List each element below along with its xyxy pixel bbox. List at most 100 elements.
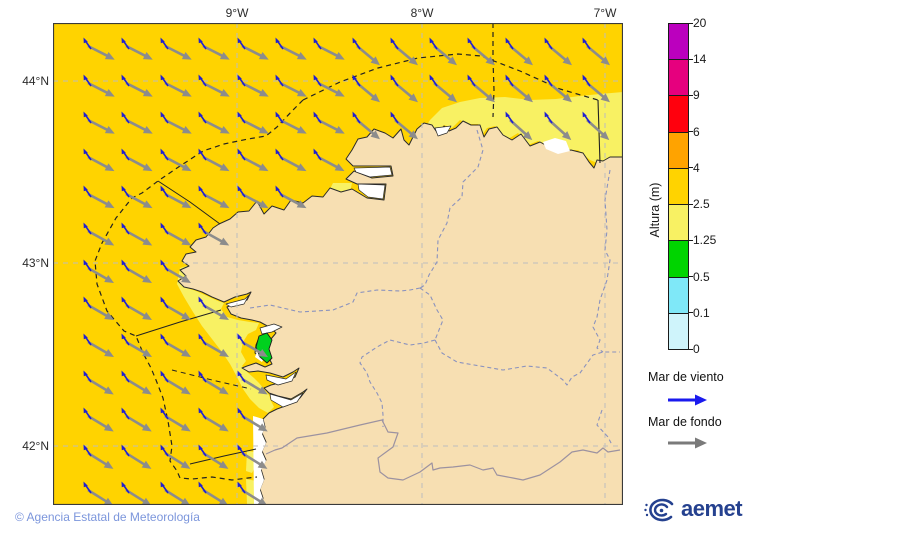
calm-patch-ferrol <box>353 166 393 178</box>
swell-arrow-glyph <box>164 377 186 392</box>
colorbar-level-14: 14 <box>693 52 707 67</box>
swell-arrow-glyph <box>241 340 263 355</box>
swell-arrow-glyph <box>125 192 147 206</box>
wind-arrow-glyph <box>545 40 553 50</box>
wind-arrow-head <box>198 37 203 44</box>
calm-patch-vigo <box>269 392 304 408</box>
swell-arrow-glyph <box>202 81 225 95</box>
wind-arrow-head <box>237 74 242 81</box>
wind-arrow-head <box>237 333 242 340</box>
swell-arrow-head <box>181 349 191 357</box>
wind-arrow-glyph <box>122 484 130 494</box>
swell-arrow-head <box>142 237 153 246</box>
wind-arrow-glyph <box>122 40 130 50</box>
wind-arrow-head <box>160 148 165 155</box>
wind-arrow-head <box>237 111 242 118</box>
wind-arrow-head <box>237 148 242 155</box>
zone-divider-2 <box>135 309 222 337</box>
wind-arrow-head <box>83 185 88 192</box>
colorbar-cell-6-9 <box>668 95 689 133</box>
swell-arrow-head <box>334 88 345 97</box>
colorbar-level-6: 6 <box>693 124 700 139</box>
swell-arrow-glyph <box>241 377 263 392</box>
swell-arrow-head <box>181 200 192 209</box>
swell-arrow-head <box>181 163 192 172</box>
swell-arrow-head <box>447 56 457 66</box>
wind-arrow-glyph <box>161 410 169 420</box>
swell-arrow-glyph <box>87 81 110 95</box>
swell-arrow-head <box>296 88 307 97</box>
colorbar-title: Altura (m) <box>648 182 662 238</box>
wind-arrow-head <box>198 185 203 192</box>
wind-arrow-glyph <box>122 299 130 309</box>
wind-arrow-glyph <box>468 40 476 50</box>
swell-arrow-head <box>296 125 307 134</box>
swell-arrow-head <box>523 93 533 103</box>
swell-arrow-head <box>104 237 115 246</box>
colorbar-level-0: 0 <box>693 342 700 356</box>
axis-label-9w: 9°W <box>225 6 249 20</box>
colorbar-level-0.5: 0.5 <box>693 269 710 284</box>
wind-arrow-glyph <box>161 373 169 383</box>
wind-arrow-head <box>237 37 242 44</box>
wind-arrow-glyph <box>583 77 591 87</box>
wind-arrow-head <box>121 444 126 451</box>
wind-arrow-glyph <box>84 447 92 457</box>
wind-arrow-glyph <box>506 77 514 87</box>
swell-arrow-head <box>104 125 115 134</box>
wind-arrow-head <box>582 111 587 118</box>
swell-arrow-glyph <box>202 229 224 244</box>
swell-arrow-head <box>181 125 192 134</box>
wind-arrow-head <box>121 370 126 377</box>
swell-arrow-head <box>142 88 153 97</box>
wind-arrow-glyph <box>238 77 246 87</box>
wind-arrow-glyph <box>314 77 322 87</box>
wind-arrow-glyph <box>583 40 591 50</box>
wind-arrow-glyph <box>122 114 130 124</box>
wind-arrow-glyph <box>161 299 169 309</box>
swell-arrow-head <box>104 349 114 357</box>
wind-arrow-glyph <box>238 373 246 383</box>
wind-arrow-head <box>198 444 203 451</box>
wind-arrow-glyph <box>506 114 514 124</box>
swell-arrow-head <box>561 131 572 141</box>
wind-arrow-head <box>390 111 395 118</box>
wind-arrow-glyph <box>545 114 553 124</box>
wind-arrow-glyph <box>391 77 399 87</box>
wind-arrow-glyph <box>161 40 169 50</box>
wind-arrow-head <box>83 407 88 414</box>
wind-arrow-head <box>275 37 280 44</box>
swell-arrow-head <box>257 497 267 505</box>
swell-arrow-head <box>599 131 610 141</box>
swell-arrow-glyph <box>125 414 147 429</box>
wind-arrow-head <box>429 74 434 81</box>
swell-arrow-head <box>104 275 114 283</box>
wind-arrow-head <box>237 481 242 488</box>
swell-arrow-head <box>180 460 191 469</box>
swell-arrow-head <box>219 349 229 357</box>
wind-arrow-head <box>83 444 88 451</box>
wind-arrow-head <box>198 111 203 118</box>
swell-arrow-head <box>370 93 380 103</box>
swell-arrow-head <box>257 423 268 432</box>
wind-arrow-head <box>582 74 587 81</box>
swell-arrow-head <box>181 88 192 97</box>
wind-arrow-glyph <box>199 40 207 50</box>
wind-arrow-head <box>467 37 472 44</box>
spain-portugal-border <box>265 419 621 481</box>
wind-arrow-head <box>544 74 549 81</box>
wind-arrow-head <box>160 481 165 488</box>
swell-arrow-glyph <box>87 192 109 206</box>
swell-arrow-glyph <box>202 155 224 169</box>
colorbar-tick <box>689 312 693 314</box>
swell-arrow-head <box>408 56 418 66</box>
swell-arrow-head <box>258 88 269 97</box>
province-border-junction <box>419 287 444 341</box>
wind-arrow-glyph <box>545 77 553 87</box>
wind-arrow-head <box>198 148 203 155</box>
swell-arrow-head <box>334 51 345 60</box>
wind-arrow-glyph <box>122 151 130 161</box>
wind-arrow-glyph <box>122 336 130 346</box>
swell-arrow-head <box>257 386 268 395</box>
